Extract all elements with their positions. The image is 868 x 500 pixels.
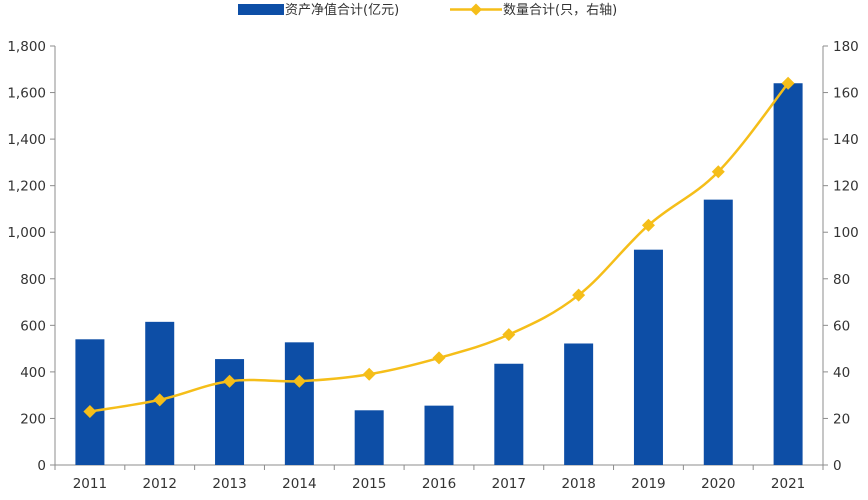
axes: 0 200 400 600 800 1,000 1,200 1,400 1,600 1,800 0 2… (7, 39, 858, 492)
y-right-tick-label: 160 (833, 86, 859, 102)
bar (773, 83, 803, 465)
y-right-tick-label: 140 (833, 132, 859, 148)
x-tick-label: 2019 (631, 476, 665, 492)
y-left-tick-label: 0 (37, 458, 46, 474)
line-marker (223, 374, 237, 388)
y-left-tick-label: 1,800 (7, 39, 46, 55)
bar (633, 249, 663, 465)
y-left-tick-label: 200 (20, 411, 46, 427)
bar (75, 339, 105, 465)
y-right-tick-label: 100 (833, 225, 859, 241)
x-tick-label: 2015 (352, 476, 386, 492)
bar (703, 199, 733, 465)
y-left-tick-label: 1,000 (7, 225, 46, 241)
legend-label-bar: 资产净值合计(亿元) (285, 2, 399, 18)
line-marker (781, 76, 795, 90)
line-marker (83, 404, 97, 418)
y-left-tick-label: 800 (20, 272, 46, 288)
x-tick-label: 2017 (492, 476, 526, 492)
y-right-tick-label: 40 (833, 365, 850, 381)
bar (284, 342, 314, 465)
line-marker (711, 165, 725, 179)
line-marker (572, 288, 586, 302)
x-tick-label: 2018 (561, 476, 595, 492)
y-left-tick-label: 1,400 (7, 132, 46, 148)
legend-swatch-bar (238, 4, 284, 15)
line-marker (502, 328, 516, 342)
line-marker (432, 351, 446, 365)
x-tick-label: 2021 (771, 476, 805, 492)
y-left-tick-label: 600 (20, 318, 46, 334)
line-path (89, 82, 790, 413)
legend-swatch-marker (470, 3, 482, 16)
line-series (83, 76, 795, 418)
line-marker (153, 393, 167, 407)
line-marker (641, 218, 655, 232)
x-tick-label: 2014 (282, 476, 316, 492)
x-tick-label: 2013 (212, 476, 246, 492)
bar (354, 410, 384, 465)
x-tick-label: 2012 (143, 476, 177, 492)
legend: 资产净值合计(亿元) 数量合计(只，右轴) (238, 2, 617, 18)
y-right-tick-label: 0 (833, 458, 842, 474)
y-left-tick-label: 400 (20, 365, 46, 381)
y-right-tick-label: 80 (833, 272, 850, 288)
y-left-tick-label: 1,600 (7, 86, 46, 102)
bar (424, 405, 454, 465)
x-tick-label: 2011 (73, 476, 107, 492)
legend-label-line: 数量合计(只，右轴) (503, 3, 617, 18)
x-tick-label: 2020 (701, 476, 735, 492)
line-marker (292, 374, 306, 388)
y-right-tick-label: 120 (833, 179, 859, 195)
x-tick-label: 2016 (422, 476, 456, 492)
bar (494, 363, 524, 465)
bar (564, 343, 594, 465)
bar-series (75, 83, 803, 465)
y-right-tick-label: 60 (833, 318, 850, 334)
y-right-tick-label: 20 (833, 411, 850, 427)
line-marker (362, 367, 376, 381)
y-left-tick-label: 1,200 (7, 179, 46, 195)
y-right-tick-label: 180 (833, 39, 859, 55)
